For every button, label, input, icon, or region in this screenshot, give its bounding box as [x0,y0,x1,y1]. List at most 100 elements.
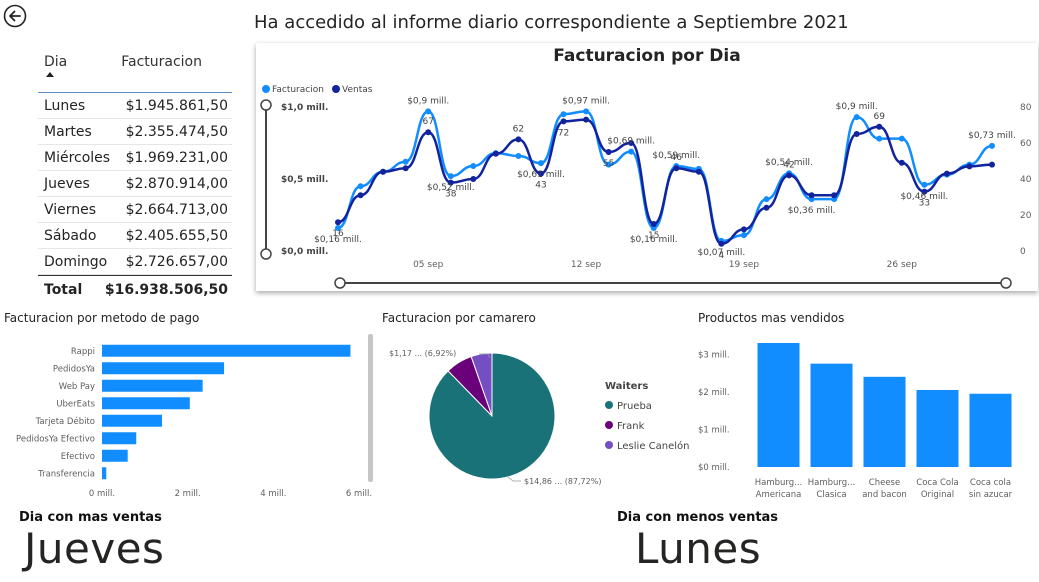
y-right-tick-label: 40 [1020,175,1032,185]
series-point-facturacion [989,142,995,149]
pago-bar [102,362,225,375]
pie-label-big: $14,86 ... (87,72%) [524,477,601,486]
prod-category-label-line2: Original [921,490,954,500]
series-point-ventas [763,204,770,211]
data-label: 16 [332,229,344,239]
series-point-ventas [560,118,567,125]
series-point-facturacion [560,111,567,118]
y-right-tick-label: 0 [1020,247,1026,257]
pago-bar [102,467,107,480]
cell-facturacion: $2.355.474,50 [125,123,228,140]
pago-bar-chart: Rappi PedidosYa Web Pay UberEats Tarjeta Déb… [16,334,373,499]
series-point-facturacion [921,181,928,188]
cell-day: Viernes [44,201,97,218]
prod-y-tick-label: $1 mill. [698,425,730,435]
table-row[interactable]: Domingo $2.726.657,00 [38,249,232,275]
data-label: 42 [783,160,794,170]
data-label: $0,16 mill. [314,235,362,245]
series-point-ventas [876,123,883,130]
prod-y-tick-label: $0 mill. [698,463,730,473]
sort-ascending-icon[interactable] [46,72,54,77]
series-point-ventas [921,188,928,195]
table-row[interactable]: Miércoles $1.969.231,00 [38,145,232,171]
y-zoom-slider-handle-bottom[interactable] [260,248,272,260]
table-row[interactable]: Sábado $2.405.655,50 [38,223,232,249]
table-row[interactable]: Martes $2.355.474,50 [38,119,232,145]
series-point-facturacion [537,160,544,167]
total-label: Total [44,281,83,298]
data-label: $0,97 mill. [562,96,610,106]
prod-bar [810,363,853,467]
series-point-ventas [335,219,341,226]
pago-category-label: Web Pay [59,382,95,392]
series-point-ventas [447,179,454,186]
pie-legend-item: Frank [617,421,645,432]
series-point-ventas [402,165,409,172]
legend-facturacion[interactable]: Facturacion [272,85,324,95]
cell-facturacion: $2.726.657,00 [125,253,228,270]
series-point-ventas [898,159,905,166]
report-title: Ha accedido al informe diario correspond… [254,12,849,33]
prod-bar [757,343,800,467]
data-label: 55 [603,159,614,169]
series-point-ventas [357,192,364,199]
pago-bar [102,432,137,445]
table-row[interactable]: Viernes $2.664.713,00 [38,197,232,223]
table-row[interactable]: Lunes $1.945.861,50 [38,93,232,119]
x-tick-label: 19 sep [729,260,760,270]
table-row[interactable]: Jueves $2.870.914,00 [38,171,232,197]
productos-bar-chart: $0 mill. $1 mill. $2 mill. $3 mill. Hamburg.… [698,343,1013,500]
series-point-ventas [966,163,973,170]
prod-y-tick-label: $3 mill. [698,350,730,360]
productos-plot: $0 mill. $1 mill. $2 mill. $3 mill. Hamburg.… [698,343,1013,500]
pago-category-label: PedidosYa [53,364,95,374]
table-total-row: Total $16.938.506,50 [38,275,232,303]
series-point-facturacion [853,114,860,121]
x-zoom-slider-handle-right[interactable] [1000,277,1012,289]
series-point-ventas [831,192,838,199]
y-right-tick-label: 80 [1020,103,1032,113]
cell-day: Jueves [44,175,90,192]
x-zoom-slider-handle-left[interactable] [334,277,346,289]
facturacion-por-dia-panel[interactable]: Facturacion por Dia Facturacion Ventas $… [256,43,1038,291]
prod-category-label-line1: Cheese [869,478,900,488]
pago-x-tick-label: 6 mill. [346,489,372,499]
pago-category-label: UberEats [56,399,95,409]
back-arrow-icon[interactable] [3,4,27,28]
series-line-facturacion [337,110,993,243]
series-point-facturacion [763,196,770,203]
data-label: $0,73 mill. [968,131,1016,141]
data-label: 15 [648,231,659,241]
data-label: $0,16 mill. [630,235,678,245]
series-point-facturacion [402,158,409,165]
pie-chart-title: Facturacion por camarero [382,311,536,325]
pago-x-tick-label: 0 mill. [89,489,115,499]
pie-legend-title: Waiters [605,381,648,392]
column-header-dia[interactable]: Dia [44,54,68,70]
y-zoom-slider-handle-top[interactable] [260,99,272,111]
series-point-facturacion [583,108,590,115]
prod-bar [916,389,959,467]
data-label: $0,69 mill. [607,137,655,147]
legend-ventas[interactable]: Ventas [342,85,373,95]
prod-category-label-line1: Coca Cola [916,478,958,488]
data-label: $0,9 mill. [407,96,449,106]
data-label: $0,52 mill. [427,183,475,193]
pago-category-label: Efectivo [61,452,95,462]
series-point-ventas [650,221,657,227]
data-label: 46 [671,153,683,163]
table-header: Dia Facturacion [38,48,232,93]
pie-legend-item: Prueba [617,401,652,412]
pago-category-label: Tarjeta Débito [35,416,95,427]
y-left-tick-label: $0,0 mill. [281,247,328,257]
series-point-ventas [583,116,590,123]
column-header-facturacion[interactable]: Facturacion [121,54,202,70]
pie-legend-marker [605,441,613,449]
y-left-tick-label: $1,0 mill. [281,103,328,113]
series-point-facturacion [447,173,454,180]
kpi-min-value: Lunes [635,524,762,573]
line-chart-title: Facturacion por Dia [553,46,741,66]
series-point-ventas [718,240,725,247]
pago-scrollbar[interactable] [368,334,373,482]
cell-facturacion: $2.405.655,50 [125,227,228,244]
